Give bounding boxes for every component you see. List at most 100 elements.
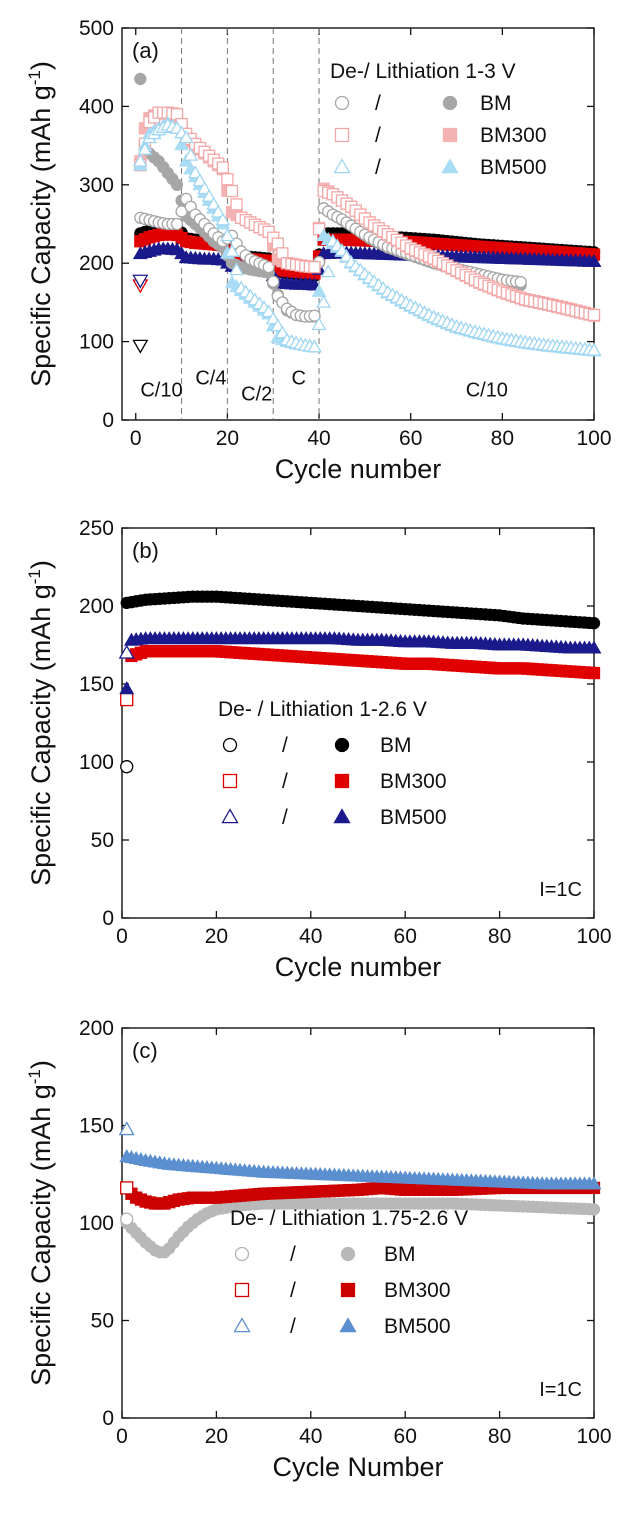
y-axis-label-superscript: -1 [25,1069,44,1084]
data-series [118,1121,602,1190]
x-tick-label: 60 [394,925,417,948]
data-point-open [137,141,153,155]
data-point-open [201,188,217,202]
x-tick-label: 20 [205,925,228,948]
x-tick-label: 100 [576,1425,611,1448]
data-point-open [224,243,240,257]
x-tick-label: 0 [116,1425,128,1448]
legend-separator: / [375,124,381,147]
y-axis-label-close: ) [26,1060,56,1069]
legend-title: De-/ Lithiation 1-3 V [330,60,516,83]
data-point-open [192,173,208,187]
x-axis-label: Cycle Number [272,1452,443,1482]
legend-open-marker [334,95,350,111]
data-series [134,106,601,322]
y-axis-label: Specific Capacity (mAh g-1) [25,560,56,886]
data-point-open [215,212,231,226]
legend-separator: / [282,770,288,793]
data-point-open [120,760,134,774]
data-point-open [262,260,275,274]
data-point-open [132,153,148,167]
data-series [118,631,602,695]
current-annotation: I=1C [539,1379,582,1401]
legend-entry: BM [480,92,512,115]
legend-filled-marker [442,95,458,111]
y-axis-label-close: ) [26,61,56,70]
x-tick-label: 60 [399,427,422,450]
data-point-open [312,222,326,236]
y-axis-label: Specific Capacity (mAh g-1) [25,1060,56,1386]
y-tick-label: 150 [79,673,114,696]
y-tick-label: 0 [102,1407,114,1430]
data-point-open [225,184,239,198]
data-point-filled [586,640,602,654]
panel-label: (a) [132,38,159,63]
y-tick-label: 0 [102,409,114,432]
legend-open-marker [222,773,238,789]
legend-separator: / [375,92,381,115]
chart-panel-c: 0 20 40 60 80 100 0 50 100 150 200 Cycle Number Spec… [25,1017,612,1482]
y-tick-label: 100 [79,1212,114,1235]
legend-filled-marker [333,808,351,824]
legend-open-marker [333,158,351,174]
data-point-open [308,260,321,274]
y-tick-label: 200 [79,595,114,618]
legend-filled-marker [340,1246,356,1262]
legend-filled-marker [441,158,459,174]
legend-filled-marker [334,773,350,789]
legend-entry: BM [380,734,412,757]
x-tick-label: 20 [216,427,239,450]
legend-open-marker [221,808,239,824]
data-point-open [118,644,135,659]
y-tick-label: 500 [79,17,114,40]
x-tick-label: 100 [576,925,611,948]
data-point-open [216,161,229,174]
x-tick-label: 0 [130,427,142,450]
y-axis-label: Specific Capacity (mAh g-1) [25,61,56,387]
x-tick-label: 100 [576,427,611,450]
x-tick-label: 80 [491,427,514,450]
legend-filled-marker [442,127,458,143]
y-tick-label: 50 [91,1310,114,1333]
data-point-open [187,165,203,179]
data-point-open [219,228,235,242]
y-axis-label-superscript: -1 [25,569,44,584]
y-tick-label: 200 [79,252,114,275]
data-point-filled [587,666,601,680]
data-point-filled [170,178,184,191]
panel-label: (b) [132,538,159,563]
x-tick-label: 60 [394,1425,417,1448]
legend-separator: / [290,1279,296,1302]
x-tick-label: 40 [299,925,322,948]
data-point-open [316,294,332,308]
data-point-filled [134,72,147,86]
data-point-filled [119,681,135,695]
data-series [120,590,601,774]
x-tick-label: 0 [116,925,128,948]
y-tick-label: 150 [79,1115,114,1138]
legend-separator: / [282,734,288,757]
legend-filled-marker [340,1282,356,1298]
data-point-filled [587,1203,601,1216]
plot-frame [121,527,595,919]
chart-panel-b: 0 20 40 60 80 100 0 50 100 150 200 250 Cycle number S… [25,517,612,982]
data-series [120,1197,601,1259]
rate-label: C/4 [195,368,226,390]
plot-frame [121,27,595,421]
legend-open-marker [233,1317,251,1333]
legend-entry: BM300 [384,1279,451,1302]
legend-open-marker [234,1282,250,1298]
legend-open-marker [334,127,350,143]
data-point-filled [174,137,190,151]
legend-separator: / [375,156,381,179]
y-tick-label: 50 [91,829,114,852]
data-point-open [229,262,245,276]
y-axis-label-main: Specific Capacity (mAh g [26,85,56,387]
rate-label: C [292,368,306,390]
legend-entry: BM500 [380,806,447,829]
x-axis-label: Cycle number [275,952,442,982]
legend-entry: BM [384,1243,416,1266]
data-point-open [120,692,134,707]
data-point-open [170,217,184,231]
y-axis-label-superscript: -1 [25,70,44,85]
